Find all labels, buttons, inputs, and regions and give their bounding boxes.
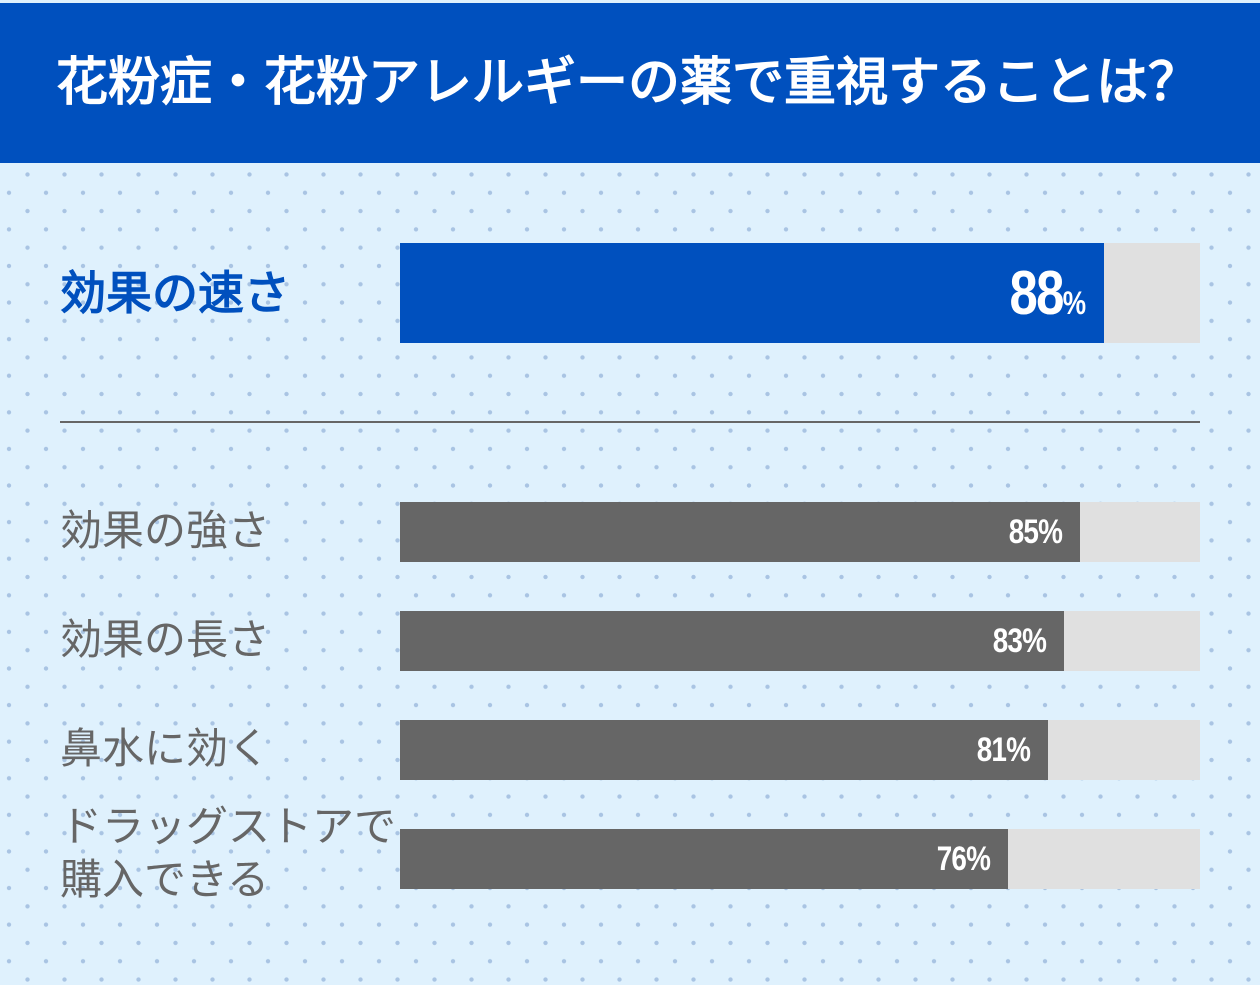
- bar-label: 効果の長さ: [60, 615, 271, 664]
- bar-fill: 76%: [400, 829, 1008, 889]
- bar-value: 85%: [1008, 512, 1063, 551]
- featured-bar-track: 88%: [400, 243, 1200, 343]
- divider: [60, 421, 1200, 423]
- bar-track: 83%: [400, 611, 1200, 671]
- featured-bar-fill: 88%: [400, 243, 1104, 343]
- bar-value: 81%: [976, 730, 1031, 769]
- bar-label: 鼻水に効く: [60, 724, 271, 773]
- featured-label: 効果の速さ: [60, 266, 290, 320]
- bar-track: 85%: [400, 502, 1200, 562]
- bar-fill: 81%: [400, 720, 1048, 780]
- featured-row: 効果の速さ 88%: [0, 243, 1260, 343]
- bar-fill: 83%: [400, 611, 1064, 671]
- bar-track: 76%: [400, 829, 1200, 889]
- bar-row: 効果の長さ 83%: [0, 611, 1260, 671]
- header-banner: 花粉症・花粉アレルギーの薬で重視することは？: [0, 3, 1260, 163]
- bar-row: 効果の強さ 85%: [0, 502, 1260, 562]
- bar-value: 83%: [992, 621, 1047, 660]
- bar-label: 効果の強さ: [60, 506, 271, 555]
- bar-row: 鼻水に効く 81%: [0, 720, 1260, 780]
- chart-title: 花粉症・花粉アレルギーの薬で重視することは？: [56, 53, 1201, 113]
- bar-track: 81%: [400, 720, 1200, 780]
- featured-value: 88%: [1009, 258, 1086, 328]
- bar-row: ドラッグストアで 購入できる 76%: [0, 802, 1260, 904]
- bar-label-line1: ドラッグストアで: [60, 802, 397, 851]
- bar-value: 76%: [936, 839, 991, 878]
- bar-fill: 85%: [400, 502, 1080, 562]
- bar-label: ドラッグストアで 購入できる: [60, 801, 396, 906]
- bar-label-line2: 購入できる: [60, 854, 270, 904]
